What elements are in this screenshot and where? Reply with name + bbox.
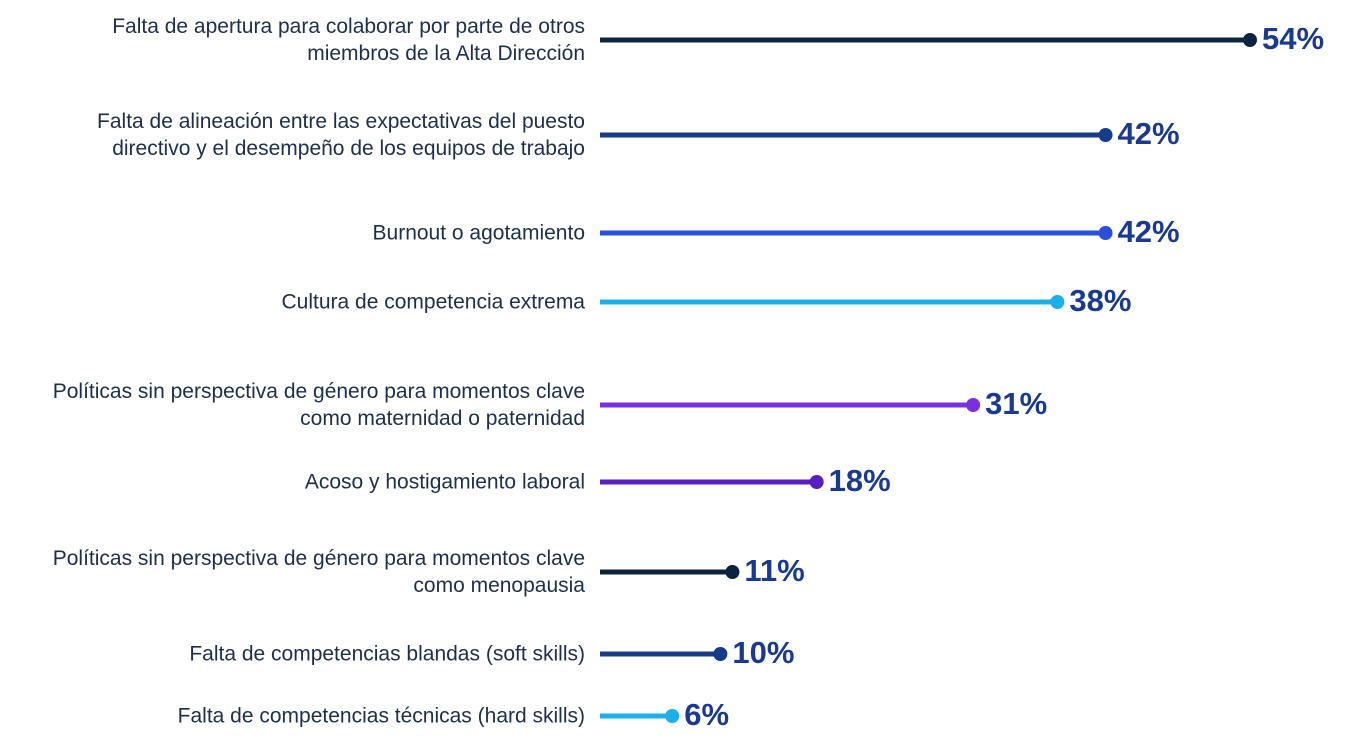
dot: [1243, 33, 1257, 47]
category-label: Falta de apertura para colaborar por par…: [112, 15, 585, 65]
category-label: Políticas sin perspectiva de género para…: [52, 380, 585, 430]
value-label: 42%: [1118, 116, 1180, 151]
dot: [725, 565, 740, 579]
category-label: Políticas sin perspectiva de género para…: [52, 547, 585, 597]
dot: [809, 475, 824, 489]
dot: [1050, 295, 1065, 309]
dot: [1098, 226, 1113, 240]
category-label: Falta de alineación entre las expectativ…: [97, 110, 585, 160]
value-label: 31%: [985, 386, 1047, 421]
value-label: 10%: [732, 635, 794, 670]
value-label: 11%: [744, 553, 804, 588]
category-label: Burnout o agotamiento: [372, 221, 585, 245]
dot: [1098, 128, 1113, 142]
category-label: Cultura de competencia extrema: [281, 290, 586, 314]
value-label: 6%: [684, 697, 729, 732]
value-label: 18%: [829, 463, 891, 498]
category-label: Acoso y hostigamiento laboral: [304, 470, 585, 494]
value-label: 54%: [1262, 21, 1324, 56]
value-label: 42%: [1118, 214, 1180, 249]
value-label: 38%: [1069, 283, 1131, 318]
dot: [665, 709, 680, 723]
category-label: Falta de competencias blandas (soft skil…: [189, 642, 585, 666]
dot: [966, 398, 981, 412]
dot: [713, 647, 728, 661]
category-label: Falta de competencias técnicas (hard ski…: [177, 704, 585, 728]
